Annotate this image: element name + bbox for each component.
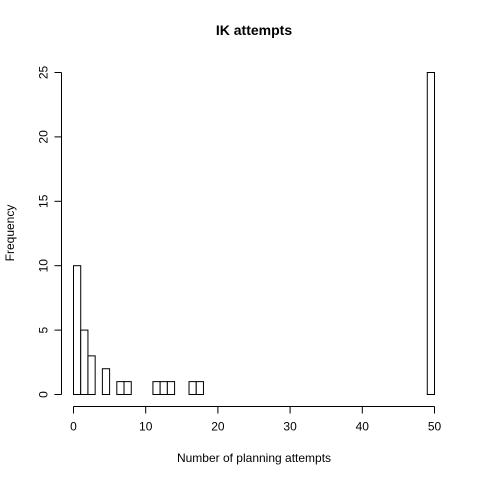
x-tick-label: 10	[139, 420, 153, 434]
histogram-bar	[195, 381, 204, 395]
y-axis: 0 5 10 15 20 25	[37, 66, 62, 398]
histogram-bar	[87, 355, 96, 395]
x-tick-label: 40	[356, 420, 370, 434]
y-tick-label: 15	[37, 194, 51, 208]
y-tick-label: 25	[37, 66, 51, 80]
x-axis: 0 10 20 30 40 50	[70, 406, 442, 434]
x-axis-label: Number of planning attempts	[177, 451, 331, 465]
y-tick-label: 20	[37, 130, 51, 144]
y-tick-label: 5	[37, 326, 51, 333]
y-tick-label: 0	[37, 391, 51, 398]
x-tick-label: 30	[283, 420, 297, 434]
y-tick-label: 10	[37, 259, 51, 273]
histogram-bar	[73, 265, 82, 396]
x-tick-label: 0	[70, 420, 77, 434]
y-axis-label: Frequency	[3, 205, 17, 262]
histogram-bar	[166, 381, 176, 395]
histogram-bar	[152, 381, 161, 395]
histogram-bars	[73, 72, 435, 396]
histogram-bar	[116, 381, 125, 395]
histogram-bar	[426, 72, 435, 395]
histogram-bar	[123, 381, 132, 395]
x-tick-label: 50	[428, 420, 442, 434]
histogram-bar	[101, 368, 111, 395]
histogram-bar	[80, 329, 89, 396]
histogram-bar	[159, 381, 168, 395]
chart-title: IK attempts	[216, 22, 292, 38]
x-tick-label: 20	[211, 420, 225, 434]
histogram-bar	[188, 381, 197, 395]
